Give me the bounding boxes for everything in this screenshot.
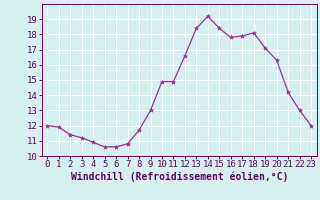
X-axis label: Windchill (Refroidissement éolien,°C): Windchill (Refroidissement éolien,°C) xyxy=(70,172,288,182)
